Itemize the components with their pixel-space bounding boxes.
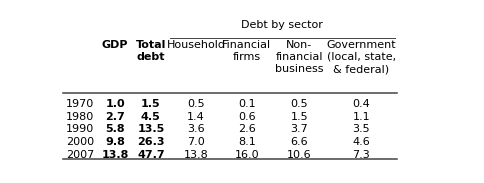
Text: 1.5: 1.5 xyxy=(141,99,160,109)
Text: 1980: 1980 xyxy=(66,112,94,122)
Text: Household: Household xyxy=(166,40,225,50)
Text: 3.5: 3.5 xyxy=(352,124,369,134)
Text: 4.6: 4.6 xyxy=(352,137,369,147)
Text: 0.6: 0.6 xyxy=(237,112,255,122)
Text: 13.5: 13.5 xyxy=(137,124,164,134)
Text: 47.7: 47.7 xyxy=(137,150,164,160)
Text: 2007: 2007 xyxy=(66,150,94,160)
Text: 1970: 1970 xyxy=(66,99,94,109)
Text: Total
debt: Total debt xyxy=(136,40,166,62)
Text: 0.5: 0.5 xyxy=(290,99,307,109)
Text: 1.5: 1.5 xyxy=(290,112,307,122)
Text: 13.8: 13.8 xyxy=(183,150,208,160)
Text: 2.7: 2.7 xyxy=(105,112,125,122)
Text: 7.3: 7.3 xyxy=(352,150,369,160)
Text: 1.0: 1.0 xyxy=(105,99,125,109)
Text: 0.4: 0.4 xyxy=(352,99,369,109)
Text: 13.8: 13.8 xyxy=(101,150,129,160)
Text: 2.6: 2.6 xyxy=(237,124,255,134)
Text: 6.6: 6.6 xyxy=(290,137,307,147)
Text: 16.0: 16.0 xyxy=(234,150,258,160)
Text: 1.4: 1.4 xyxy=(187,112,204,122)
Text: 0.1: 0.1 xyxy=(237,99,255,109)
Text: 2000: 2000 xyxy=(66,137,94,147)
Text: 1990: 1990 xyxy=(66,124,94,134)
Text: 10.6: 10.6 xyxy=(287,150,311,160)
Text: 3.6: 3.6 xyxy=(187,124,204,134)
Text: GDP: GDP xyxy=(102,40,128,50)
Text: 3.7: 3.7 xyxy=(290,124,307,134)
Text: 26.3: 26.3 xyxy=(137,137,164,147)
Text: 0.5: 0.5 xyxy=(187,99,204,109)
Text: Debt by sector: Debt by sector xyxy=(241,20,323,30)
Text: Government
(local, state,
& federal): Government (local, state, & federal) xyxy=(326,40,395,74)
Text: 5.8: 5.8 xyxy=(105,124,125,134)
Text: 9.8: 9.8 xyxy=(105,137,125,147)
Text: 8.1: 8.1 xyxy=(237,137,255,147)
Text: 1.1: 1.1 xyxy=(352,112,369,122)
Text: Financial
firms: Financial firms xyxy=(222,40,271,62)
Text: Non-
financial
business: Non- financial business xyxy=(274,40,323,74)
Text: 7.0: 7.0 xyxy=(187,137,204,147)
Text: 4.5: 4.5 xyxy=(141,112,160,122)
